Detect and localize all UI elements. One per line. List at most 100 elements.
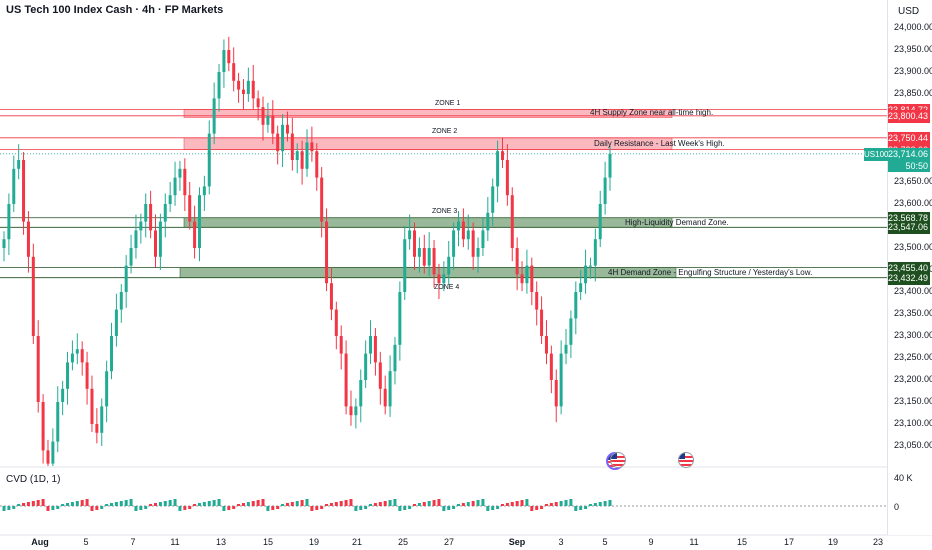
candle-body (588, 265, 592, 267)
cvd-bar (393, 499, 397, 506)
cvd-bar (535, 506, 539, 510)
cvd-bar (486, 506, 490, 511)
cvd-bar (398, 506, 402, 511)
cvd-bar (295, 501, 299, 506)
time-axis-label: 21 (351, 537, 363, 547)
cvd-bar (383, 501, 387, 506)
candle-body (158, 221, 162, 257)
time-axis-label: 27 (443, 537, 455, 547)
candle-body (422, 248, 426, 266)
candle-body (276, 133, 280, 152)
cvd-bar (476, 500, 480, 506)
cvd-bar (285, 503, 289, 506)
cvd-bar (315, 506, 319, 510)
cvd-bar (271, 506, 275, 510)
candle-body (608, 153, 612, 178)
candle-body (432, 248, 436, 275)
candle-body (207, 133, 211, 187)
cvd-bar (300, 500, 304, 506)
cvd-bar (408, 506, 412, 509)
cvd-bar (559, 501, 563, 506)
candle-body (266, 116, 270, 125)
candle-body (2, 239, 6, 248)
price-tick-label: 24,000.00 (894, 22, 932, 32)
candle-body (241, 89, 245, 94)
cvd-bar (41, 499, 45, 506)
cvd-bar (66, 503, 70, 506)
price-tick-label: 23,200.00 (894, 374, 932, 384)
candle-body (26, 221, 30, 257)
candle-body (398, 292, 402, 345)
us-flag-event-icon[interactable] (678, 452, 694, 468)
candle-body (85, 362, 89, 389)
price-level-badge: 23,547.06 (888, 221, 930, 235)
cvd-bar (310, 506, 314, 511)
candle-body (403, 239, 407, 292)
cvd-bar (403, 506, 407, 510)
time-axis-label: 15 (262, 537, 274, 547)
candle-body (17, 160, 21, 169)
candle-body (481, 230, 485, 248)
cvd-bar (320, 506, 324, 509)
cvd-bar (193, 504, 197, 506)
candle-body (461, 221, 465, 240)
cvd-bar (344, 500, 348, 506)
candle-body (437, 274, 441, 284)
cvd-bar (417, 503, 421, 506)
candle-body (305, 142, 309, 169)
time-axis-label: 11 (170, 537, 180, 547)
price-level-badge: 23,800.43 (888, 109, 930, 123)
time-axis-label: 19 (308, 537, 320, 547)
cvd-bar (422, 502, 426, 506)
cvd-bar (574, 506, 578, 511)
candle-body (178, 168, 182, 178)
time-axis-label: 23 (872, 537, 884, 547)
cvd-bar (251, 501, 255, 506)
candle-body (442, 274, 446, 284)
time-axis-label: Sep (508, 537, 526, 547)
price-tick-label: 23,500.00 (894, 242, 932, 252)
cvd-bar (505, 503, 509, 506)
cvd-bar (461, 503, 465, 506)
candle-body (114, 309, 118, 336)
candle-body (339, 336, 343, 354)
cvd-bar (491, 506, 495, 510)
cvd-bar (325, 504, 329, 506)
candle-body (105, 371, 109, 407)
candle-body (535, 292, 539, 310)
price-tick-label: 23,050.00 (894, 440, 932, 450)
cvd-bar (388, 500, 392, 506)
us-flag-event-icon[interactable] (610, 452, 626, 468)
cvd-bar (588, 504, 592, 506)
cvd-bar (261, 499, 265, 506)
candle-body (344, 353, 348, 407)
candle-body (66, 362, 70, 389)
cvd-bar (349, 499, 353, 506)
cvd-bar (217, 499, 221, 506)
cvd-bar (100, 506, 104, 509)
cvd-bar (452, 506, 456, 509)
candle-body (579, 283, 583, 292)
candle-body (197, 195, 201, 248)
cvd-indicator-label[interactable]: CVD (1D, 1) (6, 474, 61, 485)
time-axis-label: 9 (648, 537, 654, 547)
candle-body (408, 230, 412, 240)
candle-body (90, 388, 94, 424)
candle-body (584, 265, 588, 284)
candle-body (574, 292, 578, 319)
cvd-bar (432, 500, 436, 506)
symbol-badge: US100 (864, 148, 889, 161)
cvd-bar (540, 506, 544, 509)
candle-body (378, 362, 382, 389)
candle-body (227, 50, 231, 64)
candle-body (119, 292, 123, 310)
cvd-bar (329, 503, 333, 506)
candle-body (281, 124, 285, 152)
candle-body (80, 349, 84, 363)
cvd-tick-40k: 40 K (894, 473, 913, 483)
candle-body (364, 353, 368, 380)
currency-label: USD (898, 6, 920, 17)
cvd-bar (85, 499, 89, 506)
cvd-bar (457, 504, 460, 506)
